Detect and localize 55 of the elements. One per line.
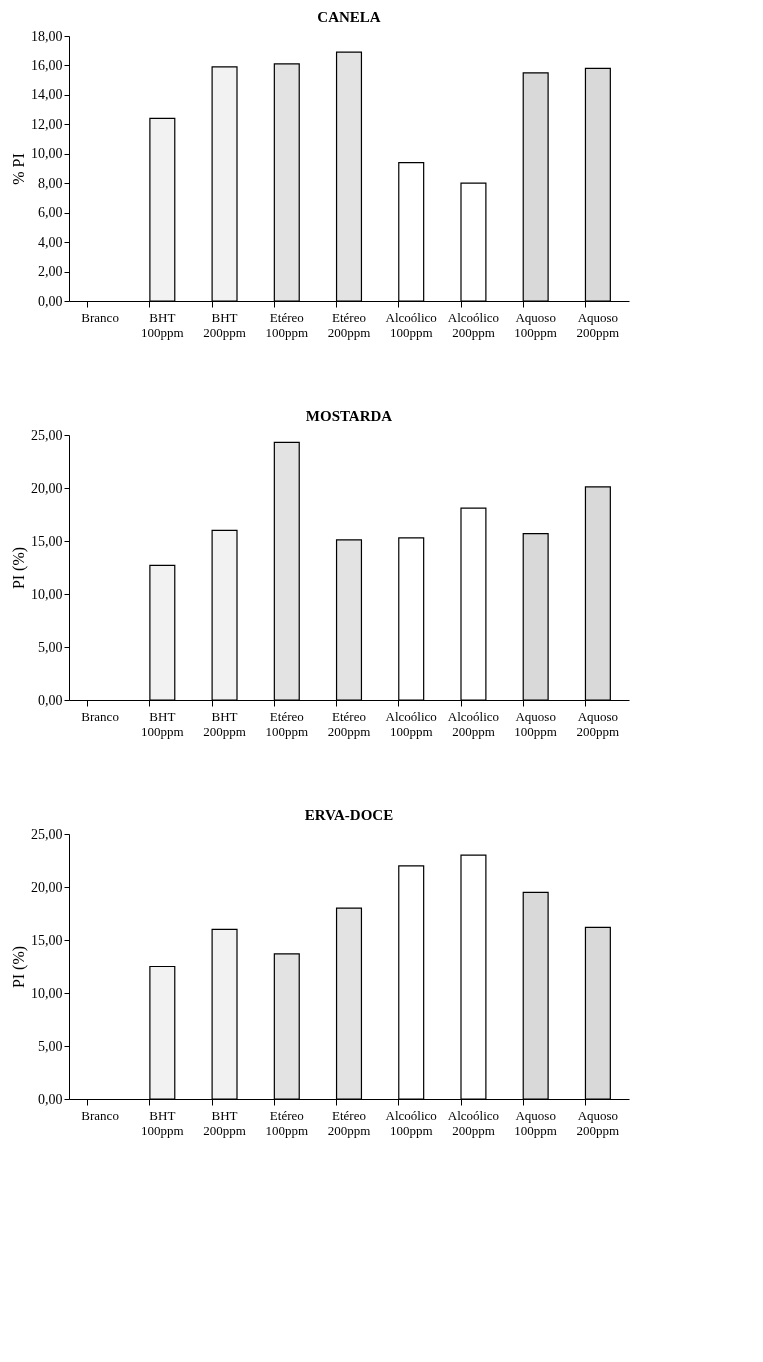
x-tick-label: Branco xyxy=(81,708,119,724)
x-tick-label: Alcoólico 100ppm xyxy=(385,1107,437,1138)
x-tick-label: Aquoso 100ppm xyxy=(514,708,557,739)
x-tick-label: Alcoólico 200ppm xyxy=(447,309,500,340)
x-tick-label: Alcoólico 200ppm xyxy=(447,708,500,739)
x-tick-label: Etéreo 200ppm xyxy=(327,309,371,340)
x-tick-label: Branco xyxy=(81,1107,119,1123)
x-tick-label: Alcoólico 100ppm xyxy=(385,708,437,739)
x-tick-label: BHT 100ppm xyxy=(141,1107,184,1138)
x-tick-label: Aquoso 200ppm xyxy=(576,1107,620,1138)
x-tick-label: BHT 100ppm xyxy=(141,708,184,739)
y-tick-label: 16,00 xyxy=(31,57,63,73)
y-tick-label: 18,00 xyxy=(31,28,63,44)
chart-title: MOSTARDA xyxy=(305,408,393,424)
y-tick-label: 14,00 xyxy=(31,87,63,103)
y-tick-label: 20,00 xyxy=(31,480,63,496)
x-tick-label: Etéreo 200ppm xyxy=(327,1107,371,1138)
y-tick-label: 20,00 xyxy=(31,879,63,895)
x-tick-label: Etéreo 100ppm xyxy=(265,1107,309,1138)
y-tick-label: 25,00 xyxy=(31,826,63,842)
x-tick-label: Aquoso 200ppm xyxy=(576,708,620,739)
x-tick-label: Aquoso 100ppm xyxy=(514,1107,557,1138)
y-tick-label: 6,00 xyxy=(38,205,63,221)
y-tick-label: 8,00 xyxy=(38,175,63,191)
y-tick-label: 10,00 xyxy=(31,146,63,162)
x-tick-label: Aquoso 100ppm xyxy=(514,309,557,340)
x-tick-label: BHT 200ppm xyxy=(203,1107,246,1138)
y-tick-label: 0,00 xyxy=(38,692,63,708)
x-tick-label: Etéreo 200ppm xyxy=(327,708,371,739)
x-tick-label: Alcoólico 200ppm xyxy=(447,1107,500,1138)
y-axis-title: PI (%) xyxy=(10,945,28,989)
y-tick-label: 5,00 xyxy=(38,1038,63,1054)
y-axis-title: % PI xyxy=(10,153,27,185)
x-tick-label: Etéreo 100ppm xyxy=(265,309,309,340)
x-tick-label: BHT 200ppm xyxy=(203,708,246,739)
y-tick-label: 25,00 xyxy=(31,427,63,443)
y-tick-label: 15,00 xyxy=(31,533,63,549)
y-tick-label: 15,00 xyxy=(31,932,63,948)
x-tick-label: Etéreo 100ppm xyxy=(265,708,309,739)
y-tick-label: 12,00 xyxy=(31,116,63,132)
x-tick-label: Aquoso 200ppm xyxy=(576,309,620,340)
y-tick-label: 10,00 xyxy=(31,985,63,1001)
y-axis-title: PI (%) xyxy=(10,546,28,590)
y-tick-label: 4,00 xyxy=(38,234,63,250)
x-tick-label: Branco xyxy=(81,309,119,325)
y-tick-label: 5,00 xyxy=(38,639,63,655)
y-tick-label: 2,00 xyxy=(38,264,63,280)
x-tick-label: BHT 200ppm xyxy=(203,309,246,340)
x-tick-label: BHT 100ppm xyxy=(141,309,184,340)
y-tick-label: 0,00 xyxy=(38,1091,63,1107)
chart-title: CANELA xyxy=(317,9,381,25)
chart-title: ERVA-DOCE xyxy=(304,807,394,823)
y-tick-label: 10,00 xyxy=(31,586,63,602)
y-tick-label: 0,00 xyxy=(38,293,63,309)
x-tick-label: Alcoólico 100ppm xyxy=(385,309,437,340)
